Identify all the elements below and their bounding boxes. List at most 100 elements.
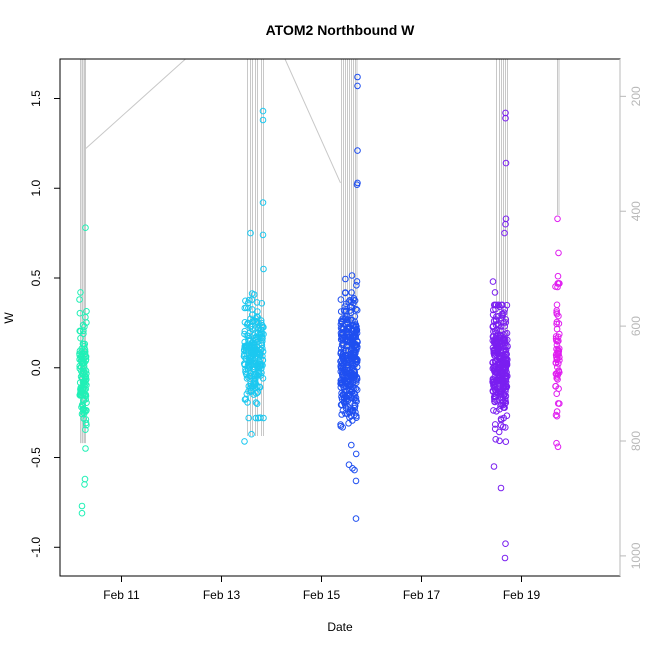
data-point [553, 412, 561, 420]
data-point [349, 383, 357, 391]
data-point [502, 383, 510, 391]
data-point [345, 461, 353, 469]
data-point [502, 372, 510, 380]
data-point [352, 515, 360, 522]
data-point [500, 377, 507, 384]
right-axis: 200 400 600 800 1000 [619, 59, 643, 576]
data-point [340, 307, 348, 314]
right-tick-label: 600 [629, 316, 643, 336]
data-point [353, 181, 361, 188]
data-point [258, 300, 266, 307]
data-point [502, 366, 510, 373]
data-point [499, 394, 507, 402]
data-point [499, 310, 506, 317]
data-point [496, 338, 504, 345]
data-point [353, 414, 360, 422]
data-point [344, 319, 351, 327]
data-point [489, 375, 497, 383]
data-point [248, 430, 255, 438]
y-tick-label: -0.5 [29, 447, 43, 468]
data-point [260, 265, 267, 273]
data-point [258, 341, 266, 349]
data-point [554, 338, 561, 345]
data-point [76, 296, 83, 303]
data-point [244, 340, 252, 348]
data-point [81, 475, 89, 483]
data-point [490, 366, 498, 374]
data-point [80, 405, 88, 413]
data-point [349, 407, 357, 415]
data-point [259, 107, 267, 115]
data-point [501, 554, 509, 562]
data-point [502, 330, 509, 338]
data-point [252, 399, 260, 406]
data-point [498, 301, 505, 309]
data-point [350, 348, 358, 356]
data-point [556, 353, 563, 361]
data-point [555, 312, 562, 320]
data-point [502, 159, 510, 167]
data-point [346, 338, 354, 345]
data-point [354, 147, 361, 154]
x-tick-label: Feb 13 [203, 588, 241, 602]
data-point [241, 342, 249, 350]
data-point [77, 334, 84, 342]
data-point [502, 319, 510, 326]
data-point [350, 385, 358, 392]
data-point [489, 388, 497, 396]
data-point [490, 301, 498, 309]
data-point [259, 116, 267, 124]
data-point [492, 436, 500, 443]
data-point [77, 289, 84, 296]
y-axis: -1.0 -0.5 0.0 0.5 1.0 1.5 [29, 90, 60, 558]
data-point [492, 321, 500, 329]
data-point [245, 374, 252, 381]
data-point [260, 414, 267, 422]
data-point [349, 465, 356, 472]
right-tick-label: 1000 [629, 542, 643, 569]
data-point [342, 289, 349, 296]
data-point [502, 220, 509, 228]
data-point [259, 199, 267, 206]
data-point [504, 336, 511, 344]
data-point [250, 361, 258, 368]
data-point [252, 375, 259, 383]
y-tick-label: -1.0 [29, 537, 43, 558]
data-point [241, 338, 248, 346]
data-point [253, 400, 261, 408]
y-tick-label: 1.5 [29, 90, 43, 107]
data-point [500, 414, 508, 422]
data-point [351, 313, 359, 320]
data-point [245, 414, 252, 422]
data-point [552, 370, 560, 378]
data-point [346, 334, 354, 341]
data-point [554, 400, 562, 407]
data-point [491, 421, 499, 428]
data-point [257, 350, 264, 357]
data-point [249, 343, 257, 351]
data-point [82, 357, 89, 365]
data-point [254, 389, 261, 396]
data-point [245, 296, 253, 304]
data-point [247, 229, 254, 237]
data-point [351, 393, 358, 400]
data-point [243, 375, 251, 382]
data-point [255, 348, 263, 356]
data-point [81, 481, 88, 488]
data-point [247, 348, 255, 355]
data-point [352, 477, 360, 485]
data-point [554, 283, 561, 291]
data-point [344, 316, 352, 324]
data-point [257, 329, 265, 336]
data-point [500, 391, 507, 399]
data-point [553, 337, 560, 344]
data-point [339, 334, 347, 341]
data-point [496, 437, 503, 445]
data-point [244, 332, 252, 340]
data-point [495, 301, 502, 309]
data-point [337, 296, 345, 303]
data-point [77, 353, 85, 360]
data-point [502, 316, 510, 323]
data-point [252, 336, 259, 344]
data-point [494, 390, 502, 397]
